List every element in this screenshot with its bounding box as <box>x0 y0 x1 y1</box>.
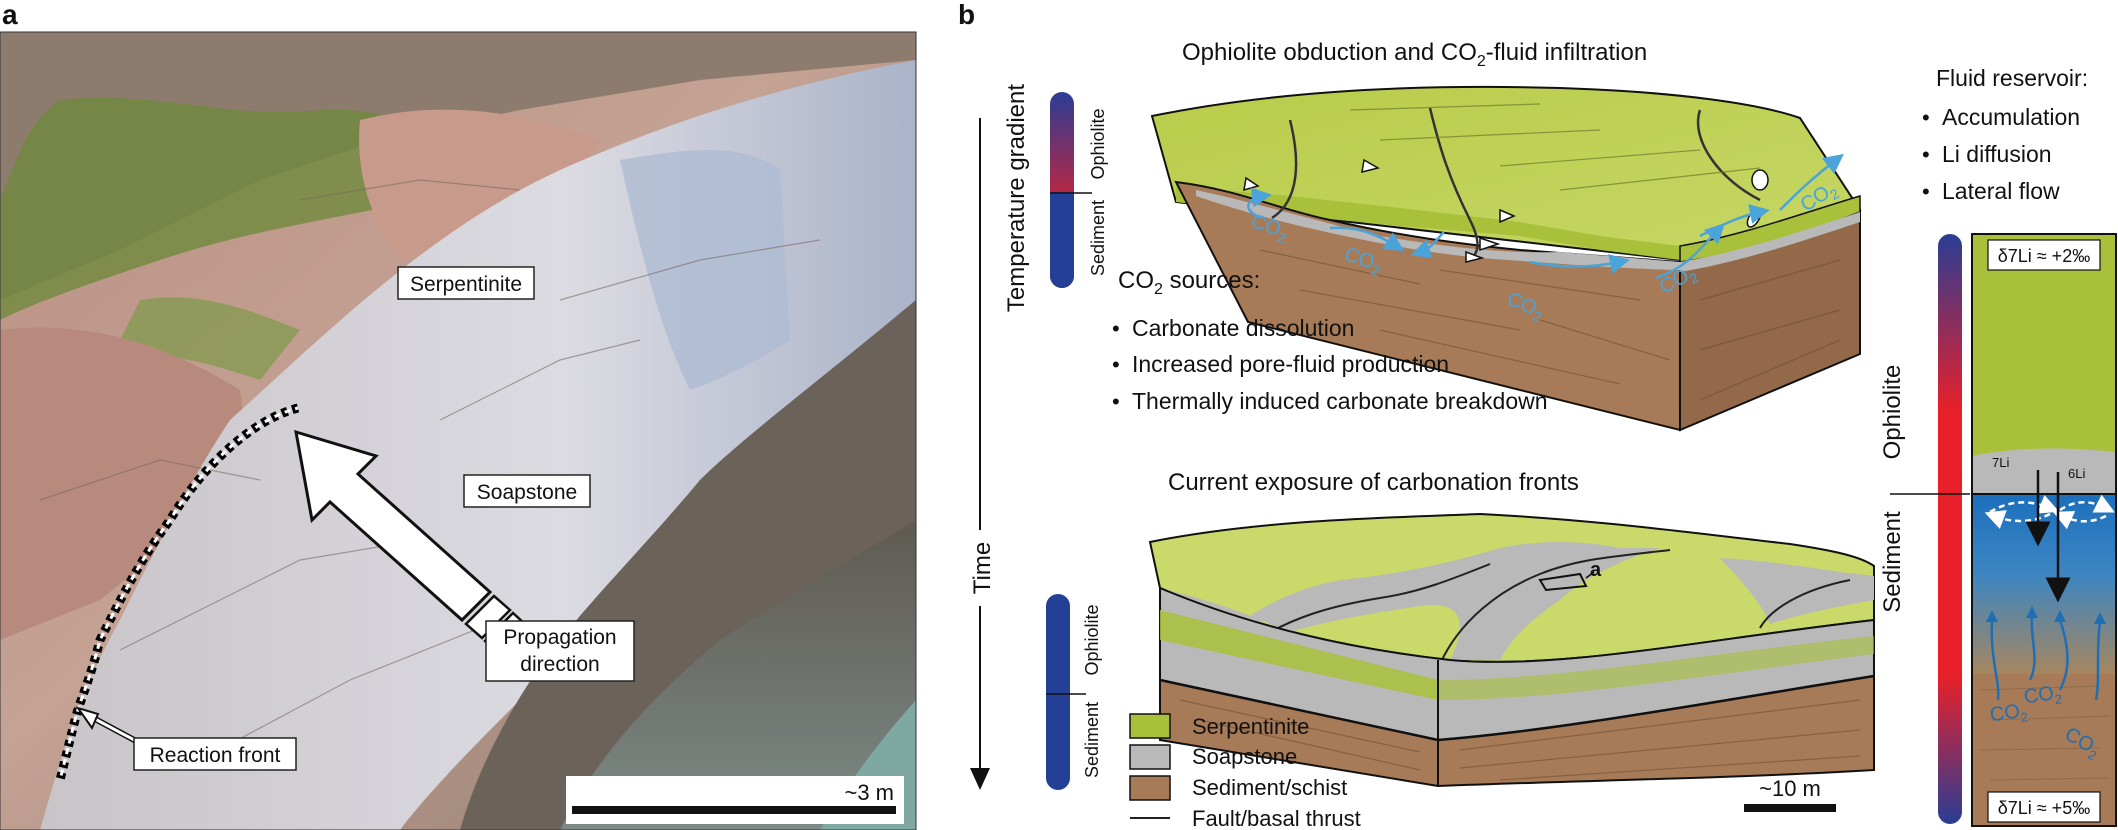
temperature-gradient-label: Temperature gradient <box>1003 84 1030 312</box>
fluid-reservoir-list: Fluid reservoir: • Accumulation • Li dif… <box>1922 65 2088 204</box>
svg-text:~3 m: ~3 m <box>844 780 894 805</box>
li6-label: 6Li <box>2068 466 2085 481</box>
time-axis: Time <box>969 118 996 790</box>
svg-text:Serpentinite: Serpentinite <box>410 273 522 296</box>
delta-li-top: δ7Li ≈ +2‰ <box>1998 246 2090 266</box>
co2-sources-title: CO2 sources: <box>1118 267 1260 298</box>
svg-text:~10 m: ~10 m <box>1759 776 1821 801</box>
panel-b-letter: b <box>958 0 975 30</box>
legend-label-serpentinite: Serpentinite <box>1192 714 1309 739</box>
source-item-1: Carbonate dissolution <box>1132 315 1354 341</box>
svg-text:Propagation: Propagation <box>503 626 616 649</box>
bottom-strat-bar: Ophiolite Sediment <box>1046 594 1102 790</box>
time-label: Time <box>969 542 996 594</box>
bottom-block-diagram: a <box>1148 512 1875 788</box>
scale-bar-b: ~10 m <box>1744 776 1836 812</box>
reservoir-title: Fluid reservoir: <box>1936 65 2088 91</box>
reservoir-co2-1: CO2 <box>1989 699 2029 729</box>
legend-swatch-soapstone <box>1129 744 1171 770</box>
source-item-2: Increased pore-fluid production <box>1132 351 1449 377</box>
reservoir-column: 7Li 6Li CO2 CO2 CO2 <box>1971 233 2117 827</box>
reservoir-item-2: Li diffusion <box>1942 141 2052 167</box>
panel-a-letter: a <box>2 0 18 30</box>
label-soapstone: Soapstone <box>463 474 591 508</box>
bottom-title: Current exposure of carbonation fronts <box>1168 469 1579 496</box>
reservoir-bar-ophiolite: Ophiolite <box>1879 365 1906 460</box>
legend-label-fault: Fault/basal thrust <box>1192 806 1361 830</box>
panel-a: a <box>0 0 917 830</box>
legend-label-soapstone: Soapstone <box>1192 744 1297 769</box>
svg-text:•: • <box>1112 352 1120 377</box>
svg-text:•: • <box>1922 142 1930 167</box>
panel-b: b Time Temperature gradient Ophiolite Se… <box>958 0 2117 830</box>
delta-li-bottom: δ7Li ≈ +5‰ <box>1998 798 2090 818</box>
reservoir-co2-2: CO2 <box>2023 681 2063 711</box>
reservoir-item-3: Lateral flow <box>1942 178 2060 204</box>
legend-swatch-sediment <box>1129 775 1171 801</box>
svg-text:•: • <box>1922 179 1930 204</box>
svg-text:•: • <box>1112 389 1120 414</box>
bottom-bar-ophiolite: Ophiolite <box>1082 604 1102 675</box>
svg-text:•: • <box>1112 316 1120 341</box>
co2-sources: CO2 sources: • Carbonate dissolution • I… <box>1112 267 1548 414</box>
top-bar-ophiolite: Ophiolite <box>1088 108 1108 179</box>
svg-text:Reaction front: Reaction front <box>150 744 281 767</box>
legend-label-sediment: Sediment/schist <box>1192 775 1347 800</box>
svg-text:direction: direction <box>520 653 599 676</box>
source-item-3: Thermally induced carbonate breakdown <box>1132 388 1548 414</box>
top-block-diagram: CO2 CO2 CO2 CO2 CO2 <box>1150 85 1862 432</box>
top-title: Ophiolite obduction and CO2-fluid infilt… <box>1182 39 1647 70</box>
bottom-bar-sediment: Sediment <box>1082 702 1102 778</box>
li7-label: 7Li <box>1992 455 2009 470</box>
location-marker-a <box>1538 572 1588 592</box>
top-strat-bar: Ophiolite Sediment <box>1050 92 1108 288</box>
top-bar-sediment: Sediment <box>1088 200 1108 276</box>
scale-bar-a: ~3 m <box>566 776 904 824</box>
reservoir-strat-bar: Ophiolite Sediment <box>1879 234 1970 824</box>
label-reaction-front: Reaction front <box>75 706 297 771</box>
legend: Serpentinite Soapstone Sediment/schist F… <box>1129 713 1361 830</box>
legend-swatch-serpentinite <box>1129 713 1171 739</box>
marker-a-text: a <box>1590 559 1602 581</box>
reservoir-item-1: Accumulation <box>1942 104 2080 130</box>
reservoir-bar-sediment: Sediment <box>1879 511 1906 613</box>
outcrop-photo <box>0 31 917 830</box>
reaction-front-line <box>55 403 300 782</box>
label-propagation-direction: Propagation direction <box>485 620 635 682</box>
svg-text:Soapstone: Soapstone <box>477 481 577 504</box>
label-serpentinite: Serpentinite <box>397 266 535 300</box>
svg-text:•: • <box>1922 105 1930 130</box>
